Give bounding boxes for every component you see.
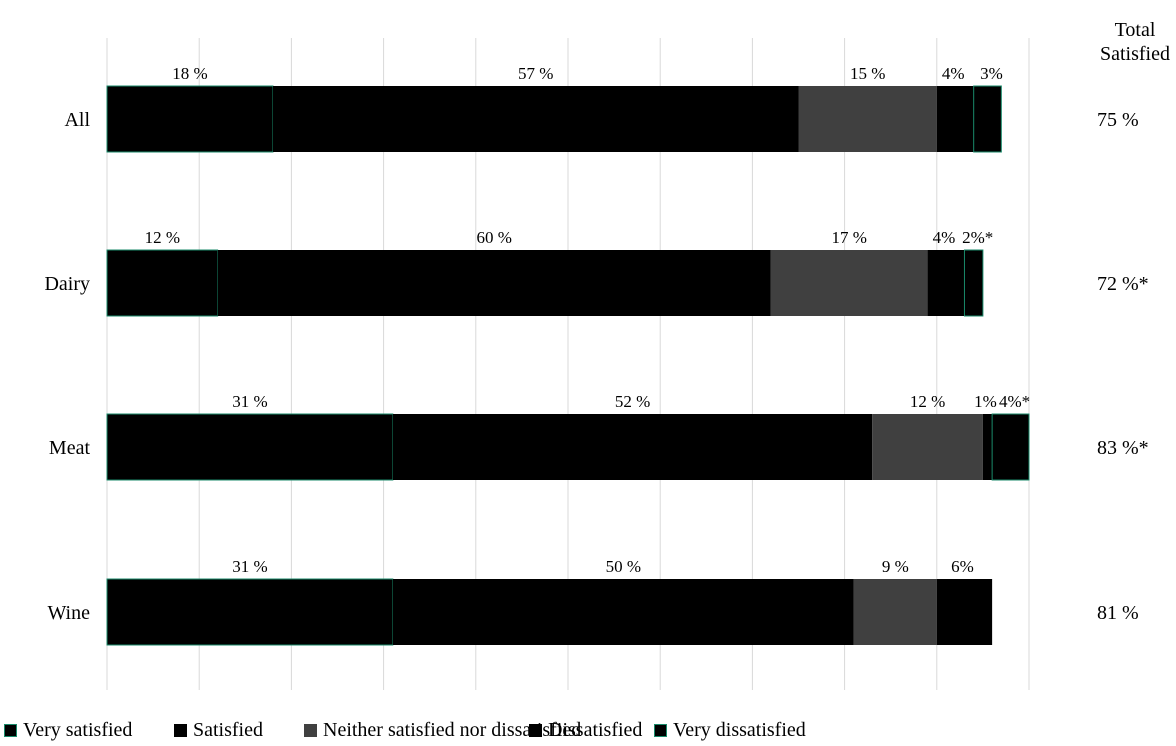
legend-item: Very dissatisfied	[654, 718, 806, 742]
value-label: 18 %	[172, 64, 207, 83]
bar-dairy-very-satisfied	[106, 249, 219, 317]
legend-label: Neither satisfied nor dissatisfied	[323, 719, 582, 741]
bar-meat-very-dissatisfied	[991, 413, 1030, 481]
bar-wine-dissatisfied	[936, 579, 993, 645]
legend-label: Very satisfied	[23, 719, 133, 741]
total-satisfied-header-line1: Total	[1115, 19, 1156, 41]
legend-label: Dissatisfied	[548, 719, 643, 741]
legend-swatch	[654, 724, 667, 737]
legend-swatch	[529, 724, 542, 737]
value-labels: 18 % 57 % 15 % 4% 3% 12 % 60 % 17 % 4% 2%* 31 % 52 …	[145, 64, 1031, 576]
legend-swatch	[4, 724, 17, 737]
bar-wine-neither-satisfied-nor-dissatisfied	[853, 579, 937, 645]
value-label: 6%	[951, 557, 974, 576]
legend-item: Neither satisfied nor dissatisfied	[304, 718, 581, 742]
category-label: Dairy	[44, 273, 90, 295]
bar-meat-satisfied	[392, 414, 873, 480]
bars	[106, 85, 1030, 646]
value-label: 52 %	[615, 392, 650, 411]
legend-swatch	[174, 724, 187, 737]
value-label: 17 %	[831, 228, 866, 247]
value-label: 4%*	[999, 392, 1030, 411]
category-label: Meat	[49, 437, 91, 459]
bar-dairy-neither-satisfied-nor-dissatisfied	[770, 250, 928, 316]
bar-wine-satisfied	[392, 579, 854, 645]
total-satisfied-value: 81 %	[1097, 602, 1139, 624]
stacked-bar-chart: 18 % 57 % 15 % 4% 3% 12 % 60 % 17 % 4% 2%* 31 % 52 …	[44, 19, 1170, 690]
category-label: Wine	[47, 602, 90, 624]
legend-swatch	[304, 724, 317, 737]
bar-meat-very-satisfied	[106, 413, 394, 481]
bar-wine-very-satisfied	[106, 578, 394, 646]
bar-dairy-dissatisfied	[927, 250, 965, 316]
value-label: 15 %	[850, 64, 885, 83]
bar-all-very-satisfied	[106, 85, 274, 153]
value-label: 4%	[933, 228, 956, 247]
bar-all-very-dissatisfied	[973, 85, 1002, 153]
value-label: 12 %	[145, 228, 180, 247]
category-label: All	[64, 109, 90, 131]
bar-all-dissatisfied	[936, 86, 974, 152]
bar-meat-neither-satisfied-nor-dissatisfied	[872, 414, 983, 480]
legend-label: Satisfied	[193, 719, 263, 741]
value-label: 50 %	[606, 557, 641, 576]
value-label: 3%	[980, 64, 1003, 83]
total-satisfied-header-line2: Satisfied	[1100, 43, 1170, 65]
value-label: 4%	[942, 64, 965, 83]
value-label: 1%	[974, 392, 997, 411]
value-label: 31 %	[232, 557, 267, 576]
value-label: 9 %	[882, 557, 909, 576]
legend-label: Very dissatisfied	[673, 719, 806, 741]
bar-meat-dissatisfied	[982, 414, 993, 480]
total-satisfied-value: 72 %*	[1097, 273, 1149, 295]
bar-all-satisfied	[272, 86, 799, 152]
legend-item: Satisfied	[174, 718, 263, 742]
value-label: 60 %	[477, 228, 512, 247]
category-labels: All Dairy Meat Wine	[44, 109, 90, 624]
bar-dairy-very-dissatisfied	[963, 249, 984, 317]
value-label: 57 %	[518, 64, 553, 83]
legend-item: Very satisfied	[4, 718, 132, 742]
legend-item: Dissatisfied	[529, 718, 642, 742]
total-satisfied-value: 83 %*	[1097, 437, 1149, 459]
value-label: 12 %	[910, 392, 945, 411]
value-label: 31 %	[232, 392, 267, 411]
bar-all-neither-satisfied-nor-dissatisfied	[798, 86, 937, 152]
bar-dairy-satisfied	[217, 250, 771, 316]
total-satisfied-value: 75 %	[1097, 109, 1139, 131]
value-label: 2%*	[962, 228, 993, 247]
legend: Very satisfied Satisfied Neither satisfied…	[4, 718, 1176, 744]
